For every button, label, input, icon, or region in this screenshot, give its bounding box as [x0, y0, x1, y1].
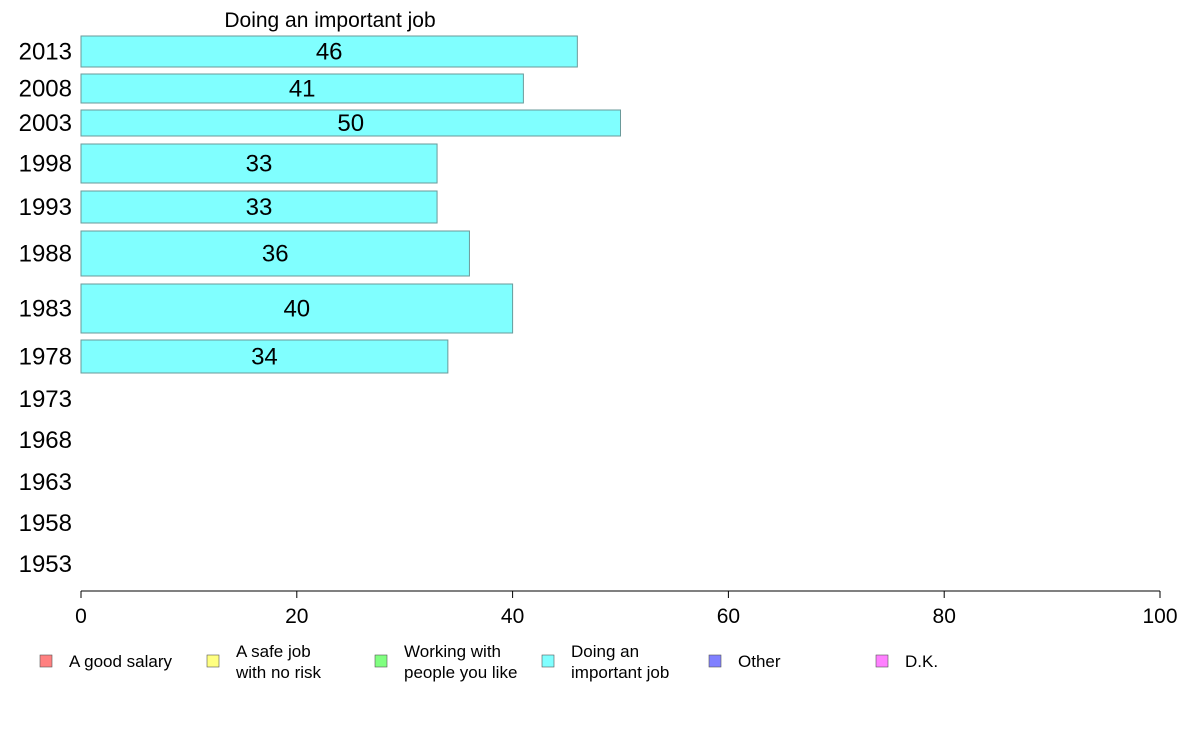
- y-tick-label: 2013: [19, 39, 72, 66]
- legend-label: Other: [738, 652, 781, 671]
- y-tick-label: 1973: [19, 386, 72, 413]
- y-tick-label: 1998: [19, 151, 72, 178]
- legend-label-line: A safe job: [236, 642, 311, 661]
- bar-data-label: 50: [337, 110, 364, 137]
- x-axis: 0 20 40 60 80 100: [75, 590, 1178, 628]
- legend-label: A good salary: [69, 652, 173, 671]
- legend-label-line: important job: [571, 663, 669, 682]
- y-axis-labels: 2013 2008 2003 1998 1993 1988 1983 1978 1973 1968…: [19, 39, 72, 579]
- legend-swatch: [206, 654, 220, 668]
- y-tick-label: 1993: [19, 194, 72, 221]
- bar: [80, 230, 470, 277]
- bar: [80, 143, 438, 184]
- bar-data-label: 33: [246, 151, 273, 178]
- y-tick-label: 2008: [19, 76, 72, 103]
- bar-data-label: 36: [262, 241, 289, 268]
- legend-swatch: [39, 654, 53, 668]
- bar: [80, 190, 438, 224]
- y-tick-label: 1978: [19, 344, 72, 371]
- bar: [80, 73, 524, 104]
- chart-title: Doing an important job: [224, 9, 435, 32]
- y-tick-label: 1988: [19, 241, 72, 268]
- legend-swatch: [708, 654, 722, 668]
- bar-data-label: 41: [289, 76, 316, 103]
- bar: [80, 109, 621, 137]
- legend-label-line: people you like: [404, 663, 517, 682]
- legend-label-line: Doing an: [571, 642, 639, 661]
- bar-data-label: 40: [283, 296, 310, 323]
- bar-data-label: 46: [316, 39, 343, 66]
- legend-swatch: [875, 654, 889, 668]
- x-tick-label: 60: [717, 605, 740, 628]
- bar: [80, 283, 514, 334]
- legend-label-line: Working with: [404, 642, 501, 661]
- x-tick-label: 0: [75, 605, 87, 628]
- legend-label: A safe job with no risk: [235, 642, 322, 682]
- y-tick-label: 2003: [19, 110, 72, 137]
- y-tick-label: 1958: [19, 510, 72, 537]
- y-tick-label: 1983: [19, 296, 72, 323]
- legend: A good salary A safe job with no risk Worki…: [39, 642, 938, 682]
- bar-data-label: 34: [251, 344, 278, 371]
- x-tick-label: 80: [933, 605, 956, 628]
- legend-label: Doing an important job: [571, 642, 669, 682]
- bar: [80, 339, 449, 374]
- x-tick-label: 100: [1142, 605, 1177, 628]
- legend-swatch: [374, 654, 388, 668]
- legend-label-line: with no risk: [235, 663, 322, 682]
- y-tick-label: 1953: [19, 551, 72, 578]
- legend-label: D.K.: [905, 652, 938, 671]
- bar: [80, 35, 578, 68]
- y-tick-label: 1963: [19, 469, 72, 496]
- legend-swatch: [541, 654, 555, 668]
- bar-data-label: 33: [246, 194, 273, 221]
- x-tick-label: 20: [285, 605, 308, 628]
- y-tick-label: 1968: [19, 427, 72, 454]
- x-tick-label: 40: [501, 605, 524, 628]
- legend-label: Working with people you like: [404, 642, 517, 682]
